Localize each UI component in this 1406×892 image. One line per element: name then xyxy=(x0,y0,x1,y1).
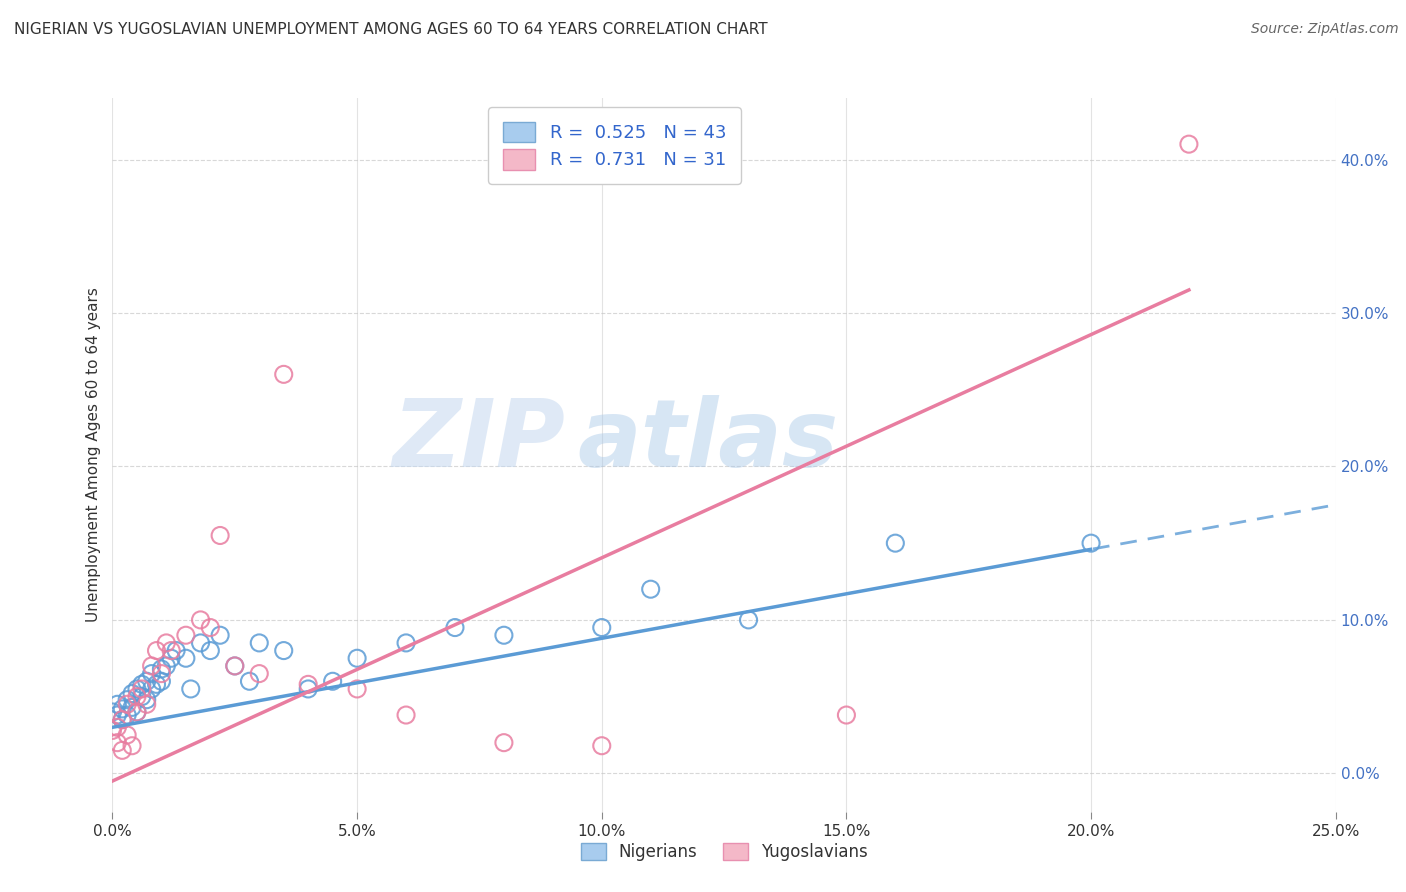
Point xyxy=(150,674,173,689)
Point xyxy=(155,659,177,673)
Point xyxy=(135,692,157,706)
Point xyxy=(131,677,153,691)
Point xyxy=(322,674,344,689)
Text: Source: ZipAtlas.com: Source: ZipAtlas.com xyxy=(1251,22,1399,37)
Point xyxy=(131,690,153,704)
Point xyxy=(135,698,157,712)
Point xyxy=(131,681,153,696)
Point xyxy=(190,636,212,650)
Point xyxy=(247,666,270,681)
Point xyxy=(125,681,148,696)
Point xyxy=(111,713,134,727)
Point xyxy=(273,368,295,382)
Point xyxy=(835,708,858,723)
Point xyxy=(121,700,143,714)
Point xyxy=(492,736,515,750)
Point xyxy=(224,659,246,673)
Legend: Nigerians, Yugoslavians: Nigerians, Yugoslavians xyxy=(574,836,875,868)
Point xyxy=(150,662,173,676)
Point xyxy=(111,743,134,757)
Point xyxy=(273,643,295,657)
Point xyxy=(247,636,270,650)
Y-axis label: Unemployment Among Ages 60 to 64 years: Unemployment Among Ages 60 to 64 years xyxy=(86,287,101,623)
Point xyxy=(145,677,167,691)
Point xyxy=(105,698,128,712)
Point xyxy=(346,651,368,665)
Point xyxy=(121,739,143,753)
Point xyxy=(209,528,232,542)
Text: NIGERIAN VS YUGOSLAVIAN UNEMPLOYMENT AMONG AGES 60 TO 64 YEARS CORRELATION CHART: NIGERIAN VS YUGOSLAVIAN UNEMPLOYMENT AMO… xyxy=(14,22,768,37)
Point xyxy=(591,621,613,635)
Point xyxy=(121,687,143,701)
Point xyxy=(141,666,163,681)
Point xyxy=(115,692,138,706)
Point xyxy=(224,659,246,673)
Point xyxy=(492,628,515,642)
Point xyxy=(145,643,167,657)
Point xyxy=(150,666,173,681)
Point xyxy=(101,705,124,719)
Point xyxy=(200,643,222,657)
Point xyxy=(115,708,138,723)
Point xyxy=(395,636,418,650)
Point xyxy=(209,628,232,642)
Point xyxy=(640,582,662,597)
Point xyxy=(165,643,187,657)
Point xyxy=(125,690,148,704)
Text: ZIP: ZIP xyxy=(392,394,565,487)
Point xyxy=(174,628,197,642)
Point xyxy=(200,621,222,635)
Point xyxy=(160,651,183,665)
Point xyxy=(190,613,212,627)
Point xyxy=(297,677,319,691)
Point xyxy=(115,728,138,742)
Point xyxy=(238,674,260,689)
Point xyxy=(884,536,907,550)
Text: atlas: atlas xyxy=(578,394,838,487)
Point xyxy=(101,723,124,738)
Point xyxy=(1080,536,1102,550)
Point xyxy=(105,720,128,734)
Point xyxy=(1178,137,1201,152)
Point xyxy=(737,613,759,627)
Point xyxy=(115,698,138,712)
Point xyxy=(346,681,368,696)
Point xyxy=(135,674,157,689)
Point xyxy=(297,681,319,696)
Point xyxy=(160,643,183,657)
Point xyxy=(444,621,467,635)
Point xyxy=(105,736,128,750)
Point xyxy=(105,708,128,723)
Point xyxy=(125,705,148,719)
Point xyxy=(125,705,148,719)
Point xyxy=(141,681,163,696)
Point xyxy=(591,739,613,753)
Point xyxy=(155,636,177,650)
Point xyxy=(395,708,418,723)
Point xyxy=(141,659,163,673)
Point xyxy=(174,651,197,665)
Point xyxy=(111,713,134,727)
Point xyxy=(180,681,202,696)
Point xyxy=(111,702,134,716)
